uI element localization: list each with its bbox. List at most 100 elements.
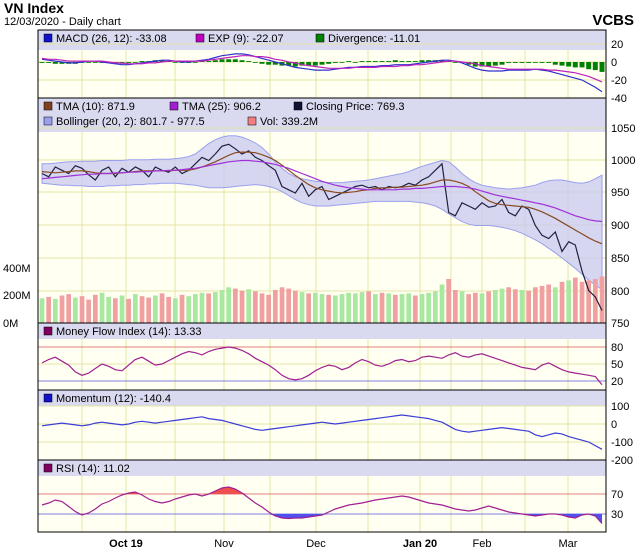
rsi-ytick-label: 70 (611, 489, 623, 501)
momentum-legend-band (38, 390, 606, 406)
macd-divergence-bar (412, 61, 418, 62)
volume-bar (559, 281, 565, 324)
macd-divergence-bar (292, 62, 298, 67)
macd-divergence-bar (312, 62, 318, 66)
volume-bar (273, 290, 278, 323)
macd-divergence-bar (346, 61, 352, 62)
macd-divergence-bar (399, 61, 405, 62)
macd-divergence-bar (572, 62, 578, 68)
volume-bar (406, 293, 411, 323)
volume-bar (293, 290, 298, 323)
volume-bar (393, 294, 398, 323)
volume-bar (339, 294, 345, 323)
price-legend-text: TMA (10): 871.9 (56, 101, 135, 113)
volume-bar (599, 276, 605, 323)
price-ytick-label: 850 (611, 253, 629, 265)
macd-divergence-bar (352, 62, 358, 63)
macd-divergence-bar (499, 62, 505, 65)
volume-bar (119, 295, 125, 323)
macd-divergence-bar (246, 61, 252, 62)
volume-tick-label: 0M (3, 318, 18, 330)
volume-bar (93, 294, 98, 323)
price-legend-text: Closing Price: 769.3 (306, 101, 404, 113)
macd-divergence-bar (299, 62, 305, 66)
macd-legend-swatch (195, 33, 205, 43)
volume-bar (346, 292, 351, 324)
volume-bar (499, 288, 505, 323)
price-tma25-line (41, 159, 603, 223)
volume-bar (59, 295, 65, 323)
price-ytick-label: 750 (611, 318, 629, 330)
mfi-mfi-line (41, 346, 603, 386)
volume-bar (319, 294, 325, 323)
volume-bar (53, 298, 58, 323)
volume-bar (326, 294, 331, 323)
macd-divergence-bar (286, 62, 292, 66)
volume-bar (166, 296, 171, 323)
macd-divergence-bar (239, 60, 245, 62)
volume-bar (153, 295, 158, 323)
mfi-ytick-label: 20 (611, 376, 623, 388)
momentum-momentum-line (41, 414, 603, 450)
macd-divergence-bar (379, 61, 385, 62)
macd-divergence-bar (366, 61, 372, 62)
mfi-ytick-label: 80 (611, 342, 623, 354)
price-legend-swatch (293, 101, 303, 111)
volume-bar (379, 292, 385, 324)
volume-bar (126, 298, 131, 323)
macd-legend-text: MACD (26, 12): -33.08 (56, 33, 167, 45)
macd-divergence-bar (592, 62, 598, 71)
volume-bar (566, 280, 571, 323)
macd-divergence-bar (266, 62, 272, 65)
macd-divergence-bar (319, 62, 325, 65)
x-axis-label: Mar (559, 538, 578, 550)
volume-bar (573, 277, 578, 323)
volume-bar (426, 292, 431, 324)
volume-bar (173, 298, 178, 324)
macd-divergence-bar (259, 62, 265, 64)
chart-subtitle: 12/03/2020 - Daily chart (4, 16, 121, 28)
rsi-panel-border (37, 459, 607, 533)
price-legend-band (38, 98, 606, 132)
macd-legend-swatch (43, 33, 53, 43)
volume-bar (473, 292, 478, 324)
volume-bar (259, 293, 265, 323)
macd-exp-line (41, 55, 603, 83)
volume-bar (466, 294, 471, 323)
volume-bar (493, 290, 498, 323)
macd-divergence-bar (46, 62, 52, 63)
volume-bar (313, 292, 318, 324)
volume-bar (353, 293, 358, 323)
volume-bar (366, 291, 371, 323)
volume-bar (246, 289, 251, 323)
volume-bar (79, 296, 85, 323)
price-legend-swatch (169, 101, 179, 111)
macd-divergence-bar (506, 62, 512, 63)
volume-bar (46, 296, 51, 323)
x-axis-label: Oct 19 (109, 538, 143, 550)
volume-bar (73, 297, 78, 323)
volume-bar (279, 287, 285, 324)
macd-divergence-bar (559, 62, 565, 66)
volume-bar (159, 293, 165, 323)
macd-divergence-bar (39, 62, 45, 63)
rsi-legend-text: RSI (14): 11.02 (56, 463, 130, 475)
volume-bar (146, 297, 151, 323)
macd-divergence-bar (126, 62, 132, 63)
macd-divergence-bar (339, 62, 345, 63)
volume-bar (479, 293, 485, 323)
volume-bar (113, 298, 118, 324)
macd-divergence-bar (232, 59, 238, 62)
volume-bar (299, 292, 305, 323)
macd-ytick-label: 0 (611, 57, 617, 69)
price-close-line (41, 143, 603, 311)
macd-divergence-bar (226, 59, 232, 62)
volume-bar (86, 299, 91, 323)
volume-bar (333, 295, 338, 323)
price-legend-swatch (43, 116, 53, 126)
macd-divergence-bar (599, 62, 605, 72)
momentum-ytick-label: -100 (611, 437, 633, 449)
price-legend-swatch (43, 101, 53, 111)
volume-bar (586, 280, 591, 323)
macd-divergence-bar (219, 59, 225, 62)
